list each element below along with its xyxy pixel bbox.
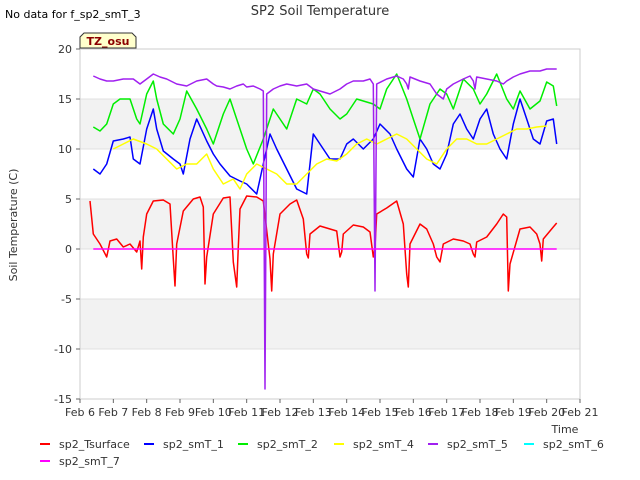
y-tick-label: -15 xyxy=(54,393,72,406)
y-tick-label: -10 xyxy=(54,343,72,356)
chart-title: SP2 Soil Temperature xyxy=(251,4,389,19)
plot-band xyxy=(80,199,580,249)
legend-label-sp2-Tsurface: sp2_Tsurface xyxy=(59,438,130,451)
plot-band xyxy=(80,149,580,199)
x-tick-label: Feb 12 xyxy=(262,406,299,419)
legend-label-sp2-smT-1: sp2_smT_1 xyxy=(163,438,224,451)
plot-band xyxy=(80,349,580,399)
x-tick-label: Feb 6 xyxy=(65,406,95,419)
legend-label-sp2-smT-2: sp2_smT_2 xyxy=(257,438,318,451)
x-tick-label: Feb 17 xyxy=(428,406,465,419)
plot-band xyxy=(80,299,580,349)
y-tick-label: 15 xyxy=(58,93,72,106)
x-tick-label: Feb 14 xyxy=(328,406,365,419)
x-tick-label: Feb 18 xyxy=(462,406,499,419)
plot-frame xyxy=(79,48,581,400)
x-tick-label: Feb 7 xyxy=(98,406,128,419)
y-tick-label: 5 xyxy=(65,193,72,206)
site-badge-label: TZ_osu xyxy=(87,35,130,48)
y-tick-label: 0 xyxy=(65,243,72,256)
site-badge: TZ_osu xyxy=(79,32,137,49)
y-tick-label: 10 xyxy=(58,143,72,156)
series-line-sp2-smT-5 xyxy=(92,68,557,390)
legend-label-sp2-smT-6: sp2_smT_6 xyxy=(543,438,604,451)
x-tick-label: Feb 15 xyxy=(362,406,399,419)
x-tick-label: Feb 16 xyxy=(395,406,432,419)
series-lines xyxy=(89,68,558,390)
series-line-sp2-smT-2 xyxy=(92,73,558,165)
plot-band xyxy=(80,99,580,149)
series-line-sp2-Tsurface xyxy=(89,195,558,292)
y-tick-label: 20 xyxy=(58,43,72,56)
y-axis-ticks: -15 -10 -5 0 5 10 15 20 xyxy=(54,43,80,406)
no-data-note: No data for f_sp2_smT_3 xyxy=(5,8,141,21)
x-tick-label: Feb 21 xyxy=(562,406,599,419)
legend-label-sp2-smT-5: sp2_smT_5 xyxy=(447,438,508,451)
legend: sp2_Tsurface sp2_smT_1 sp2_smT_2 sp2_smT_4 s… xyxy=(40,438,604,468)
x-tick-label: Feb 9 xyxy=(165,406,195,419)
legend-label-sp2-smT-7: sp2_smT_7 xyxy=(59,455,120,468)
x-tick-label: Feb 8 xyxy=(132,406,162,419)
plot-bands xyxy=(80,49,580,399)
x-tick-label: Feb 20 xyxy=(528,406,565,419)
x-tick-label: Feb 13 xyxy=(295,406,332,419)
x-tick-label: Feb 11 xyxy=(228,406,265,419)
series-line-sp2-smT-4 xyxy=(112,125,547,190)
x-tick-label: Feb 19 xyxy=(495,406,532,419)
y-axis-title: Soil Temperature (C) xyxy=(7,169,20,282)
y-tick-label: -5 xyxy=(61,293,72,306)
plot-band xyxy=(80,249,580,299)
legend-label-sp2-smT-4: sp2_smT_4 xyxy=(353,438,414,451)
x-tick-label: Feb 10 xyxy=(195,406,232,419)
x-axis-title: Time xyxy=(551,423,579,436)
